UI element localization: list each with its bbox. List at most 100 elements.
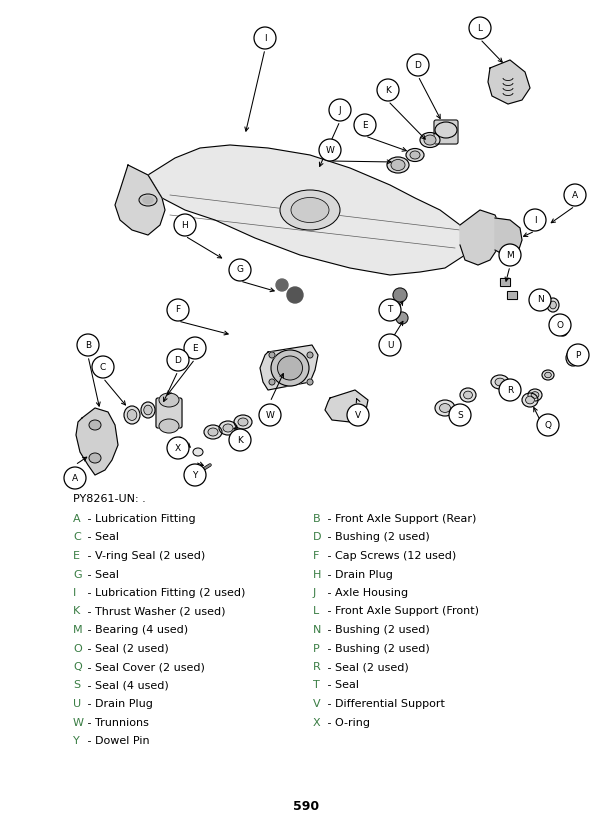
- Text: T: T: [387, 305, 393, 314]
- Text: - O-ring: - O-ring: [324, 718, 370, 728]
- Circle shape: [254, 27, 276, 49]
- Text: J: J: [313, 588, 316, 598]
- Text: - Seal (4 used): - Seal (4 used): [84, 681, 169, 690]
- Text: A: A: [73, 514, 81, 524]
- Ellipse shape: [223, 424, 233, 432]
- Circle shape: [167, 299, 189, 321]
- Text: - Seal (2 used): - Seal (2 used): [84, 644, 169, 653]
- Text: E: E: [192, 343, 198, 352]
- Circle shape: [269, 379, 275, 385]
- Text: - Drain Plug: - Drain Plug: [324, 570, 393, 579]
- Text: - Cap Screws (12 used): - Cap Screws (12 used): [324, 551, 456, 561]
- Text: L: L: [313, 607, 319, 616]
- Text: H: H: [313, 570, 321, 579]
- Ellipse shape: [406, 148, 424, 161]
- Text: W: W: [265, 411, 275, 420]
- Text: 590: 590: [293, 800, 319, 813]
- Ellipse shape: [547, 298, 559, 312]
- Text: O: O: [73, 644, 82, 653]
- Text: O: O: [557, 320, 563, 329]
- Text: M: M: [73, 625, 83, 635]
- Polygon shape: [488, 60, 530, 104]
- Circle shape: [92, 356, 114, 378]
- Circle shape: [329, 99, 351, 121]
- Ellipse shape: [204, 425, 222, 439]
- Ellipse shape: [531, 392, 539, 398]
- Text: D: D: [414, 61, 422, 69]
- Text: E: E: [362, 120, 368, 129]
- Text: - Thrust Washer (2 used): - Thrust Washer (2 used): [84, 607, 226, 616]
- Text: - Front Axle Support (Front): - Front Axle Support (Front): [324, 607, 479, 616]
- Ellipse shape: [208, 428, 218, 436]
- Ellipse shape: [139, 194, 157, 206]
- Circle shape: [174, 214, 196, 236]
- Ellipse shape: [128, 410, 137, 421]
- Text: G: G: [73, 570, 82, 579]
- Ellipse shape: [560, 327, 566, 333]
- Ellipse shape: [280, 190, 340, 230]
- Text: I: I: [264, 34, 266, 43]
- Text: U: U: [387, 341, 394, 350]
- Ellipse shape: [234, 415, 252, 429]
- Text: PY8261-UN: .: PY8261-UN: .: [73, 494, 146, 504]
- Ellipse shape: [124, 406, 140, 424]
- Text: - Front Axle Support (Rear): - Front Axle Support (Rear): [324, 514, 476, 524]
- Text: T: T: [313, 681, 320, 690]
- Circle shape: [499, 244, 521, 266]
- Circle shape: [393, 288, 407, 302]
- Text: B: B: [85, 341, 91, 350]
- Text: B: B: [313, 514, 321, 524]
- Text: H: H: [181, 221, 188, 230]
- Ellipse shape: [420, 133, 440, 147]
- Circle shape: [549, 314, 571, 336]
- Ellipse shape: [159, 393, 179, 407]
- Text: - Differential Support: - Differential Support: [324, 699, 445, 709]
- Ellipse shape: [435, 122, 457, 138]
- Text: C: C: [73, 532, 81, 542]
- Circle shape: [449, 404, 471, 426]
- Circle shape: [287, 287, 303, 303]
- Ellipse shape: [440, 403, 451, 412]
- Ellipse shape: [291, 198, 329, 222]
- Ellipse shape: [550, 301, 557, 309]
- Ellipse shape: [558, 324, 568, 336]
- Text: W: W: [326, 146, 335, 155]
- Text: - Seal: - Seal: [84, 532, 119, 542]
- Text: D: D: [175, 356, 181, 365]
- Ellipse shape: [159, 419, 179, 433]
- Text: Y: Y: [73, 736, 80, 746]
- Polygon shape: [260, 345, 318, 390]
- Text: K: K: [385, 86, 391, 95]
- Polygon shape: [76, 408, 118, 475]
- Text: V: V: [355, 411, 361, 420]
- Text: F: F: [175, 305, 181, 314]
- Text: N: N: [313, 625, 321, 635]
- Circle shape: [307, 379, 313, 385]
- Circle shape: [276, 279, 288, 291]
- Text: - Bushing (2 used): - Bushing (2 used): [324, 625, 430, 635]
- Ellipse shape: [89, 420, 101, 430]
- Circle shape: [167, 349, 189, 371]
- Circle shape: [269, 352, 275, 358]
- Text: K: K: [73, 607, 80, 616]
- Circle shape: [229, 429, 251, 451]
- Circle shape: [564, 184, 586, 206]
- Ellipse shape: [391, 160, 405, 170]
- Ellipse shape: [495, 378, 505, 386]
- Text: N: N: [536, 295, 543, 305]
- Text: - Dowel Pin: - Dowel Pin: [84, 736, 150, 746]
- Polygon shape: [148, 145, 470, 275]
- Circle shape: [499, 379, 521, 401]
- Text: P: P: [313, 644, 320, 653]
- Ellipse shape: [435, 400, 455, 416]
- Text: D: D: [313, 532, 321, 542]
- Ellipse shape: [460, 388, 476, 402]
- Text: X: X: [175, 444, 181, 453]
- Polygon shape: [460, 210, 502, 265]
- Text: - Bushing (2 used): - Bushing (2 used): [324, 644, 430, 653]
- Circle shape: [77, 334, 99, 356]
- Circle shape: [64, 467, 86, 489]
- Ellipse shape: [219, 421, 237, 435]
- Text: - Seal: - Seal: [84, 570, 119, 579]
- Bar: [507, 291, 517, 299]
